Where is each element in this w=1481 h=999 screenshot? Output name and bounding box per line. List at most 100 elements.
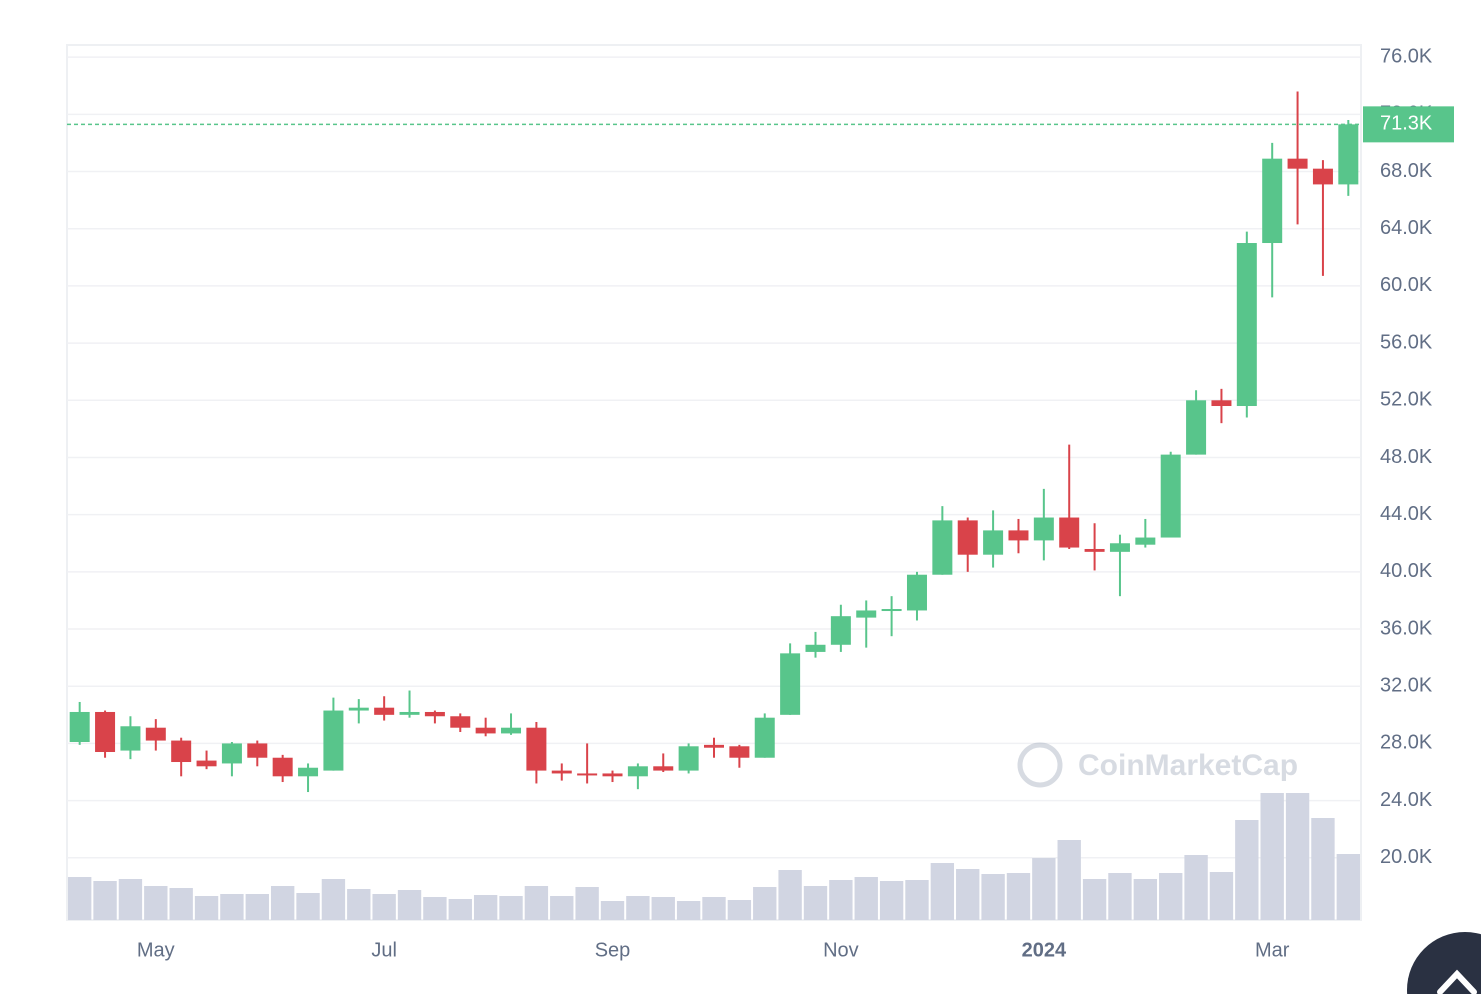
volume-bar [981, 874, 1005, 920]
candle-body [754, 717, 775, 758]
candle-body [1287, 158, 1308, 169]
volume-bar [473, 895, 498, 920]
candle-body [69, 711, 90, 742]
volume-bar [905, 880, 929, 920]
volume-bar [1260, 793, 1284, 920]
x-tick-label: Nov [823, 939, 859, 961]
volume-bar [550, 896, 574, 920]
y-tick-label: 56.0K [1380, 331, 1433, 353]
candle-body [805, 644, 826, 652]
volume-bar [220, 894, 244, 920]
candle-body [1135, 537, 1156, 545]
y-tick-label: 64.0K [1380, 217, 1433, 239]
candle-body [399, 711, 420, 715]
candle-body [1059, 517, 1080, 548]
volume-bar [270, 886, 295, 920]
current-price-label: 71.3K [1380, 113, 1433, 135]
volume-bar [499, 896, 523, 920]
y-tick-label: 36.0K [1380, 617, 1433, 639]
watermark-logo [1017, 742, 1063, 788]
volume-bar [727, 900, 752, 920]
volume-bar [524, 886, 549, 920]
volume-bar [702, 897, 726, 920]
y-tick-label: 76.0K [1380, 45, 1433, 67]
y-tick-label: 68.0K [1380, 160, 1433, 182]
volume-bar [1285, 793, 1310, 920]
y-tick-label: 48.0K [1380, 446, 1433, 468]
candle-body [957, 520, 978, 555]
current-price-box [1363, 106, 1454, 143]
candle-body [577, 773, 598, 776]
volume-bar [1235, 820, 1259, 920]
volume-bar [1057, 840, 1081, 920]
x-tick-label: 2024 [1022, 939, 1067, 961]
candle-body [1008, 530, 1029, 541]
candle-body [653, 766, 674, 771]
x-tick-label: May [137, 939, 175, 961]
volume-bar [1006, 873, 1031, 920]
scroll-top-button[interactable] [1407, 932, 1481, 999]
volume-bar [1184, 855, 1208, 920]
candle-body [526, 727, 547, 771]
volume-bar [194, 896, 219, 920]
y-tick-label: 24.0K [1380, 789, 1433, 811]
candle-body [348, 707, 369, 711]
candle-body [298, 767, 319, 777]
volume-bar [118, 879, 143, 920]
y-tick-label: 28.0K [1380, 732, 1433, 754]
volume-bar [600, 901, 625, 920]
candle-body [983, 530, 1004, 555]
candle-body [221, 743, 242, 764]
y-tick-label: 40.0K [1380, 560, 1433, 582]
candle-body [830, 616, 851, 645]
candle-body [501, 727, 522, 734]
volume-bar [651, 897, 675, 920]
candle-body [272, 757, 293, 777]
volume-bar [1209, 872, 1234, 920]
candle-body [171, 740, 192, 763]
volume-bar [296, 893, 320, 920]
volume-bar [778, 870, 802, 920]
candle-body [120, 726, 141, 751]
candle-body [627, 766, 648, 777]
volume-bar [676, 901, 701, 920]
volume-bar [93, 881, 117, 920]
candle-body [1236, 243, 1257, 407]
candle-body [1160, 454, 1181, 538]
scroll-top-icon[interactable] [1437, 969, 1477, 995]
volume-bar [448, 899, 472, 920]
candle-body [1211, 400, 1232, 407]
candle-body [1262, 158, 1283, 244]
x-tick-label: Jul [371, 939, 397, 961]
volume-bar [144, 886, 168, 920]
volume-bar [68, 877, 92, 920]
volume-bar [1159, 873, 1183, 920]
candle-body [323, 710, 344, 771]
candle-body [780, 653, 801, 715]
volume-bar [245, 894, 269, 920]
volume-bar [626, 896, 650, 920]
candle-body [932, 520, 953, 575]
volume-bar [169, 888, 193, 920]
y-tick-label: 44.0K [1380, 503, 1433, 525]
candle-body [551, 770, 572, 774]
candle-body [1084, 548, 1105, 552]
candle-body [906, 574, 927, 611]
x-tick-label: Mar [1255, 939, 1290, 961]
candle-body [145, 727, 166, 741]
y-tick-label: 32.0K [1380, 675, 1433, 697]
volume-bar [321, 879, 346, 920]
candle-body [1312, 168, 1333, 185]
volume-bar [1133, 879, 1158, 920]
candle-body [475, 727, 496, 734]
candle-body [1109, 543, 1130, 552]
candle-body [678, 746, 699, 771]
volume-bar [854, 877, 878, 920]
candle-body [1338, 124, 1359, 185]
y-tick-label: 60.0K [1380, 274, 1433, 296]
y-tick-label: 20.0K [1380, 846, 1433, 868]
volume-bar [347, 889, 371, 920]
candle-body [729, 746, 750, 758]
volume-bar [372, 894, 396, 920]
